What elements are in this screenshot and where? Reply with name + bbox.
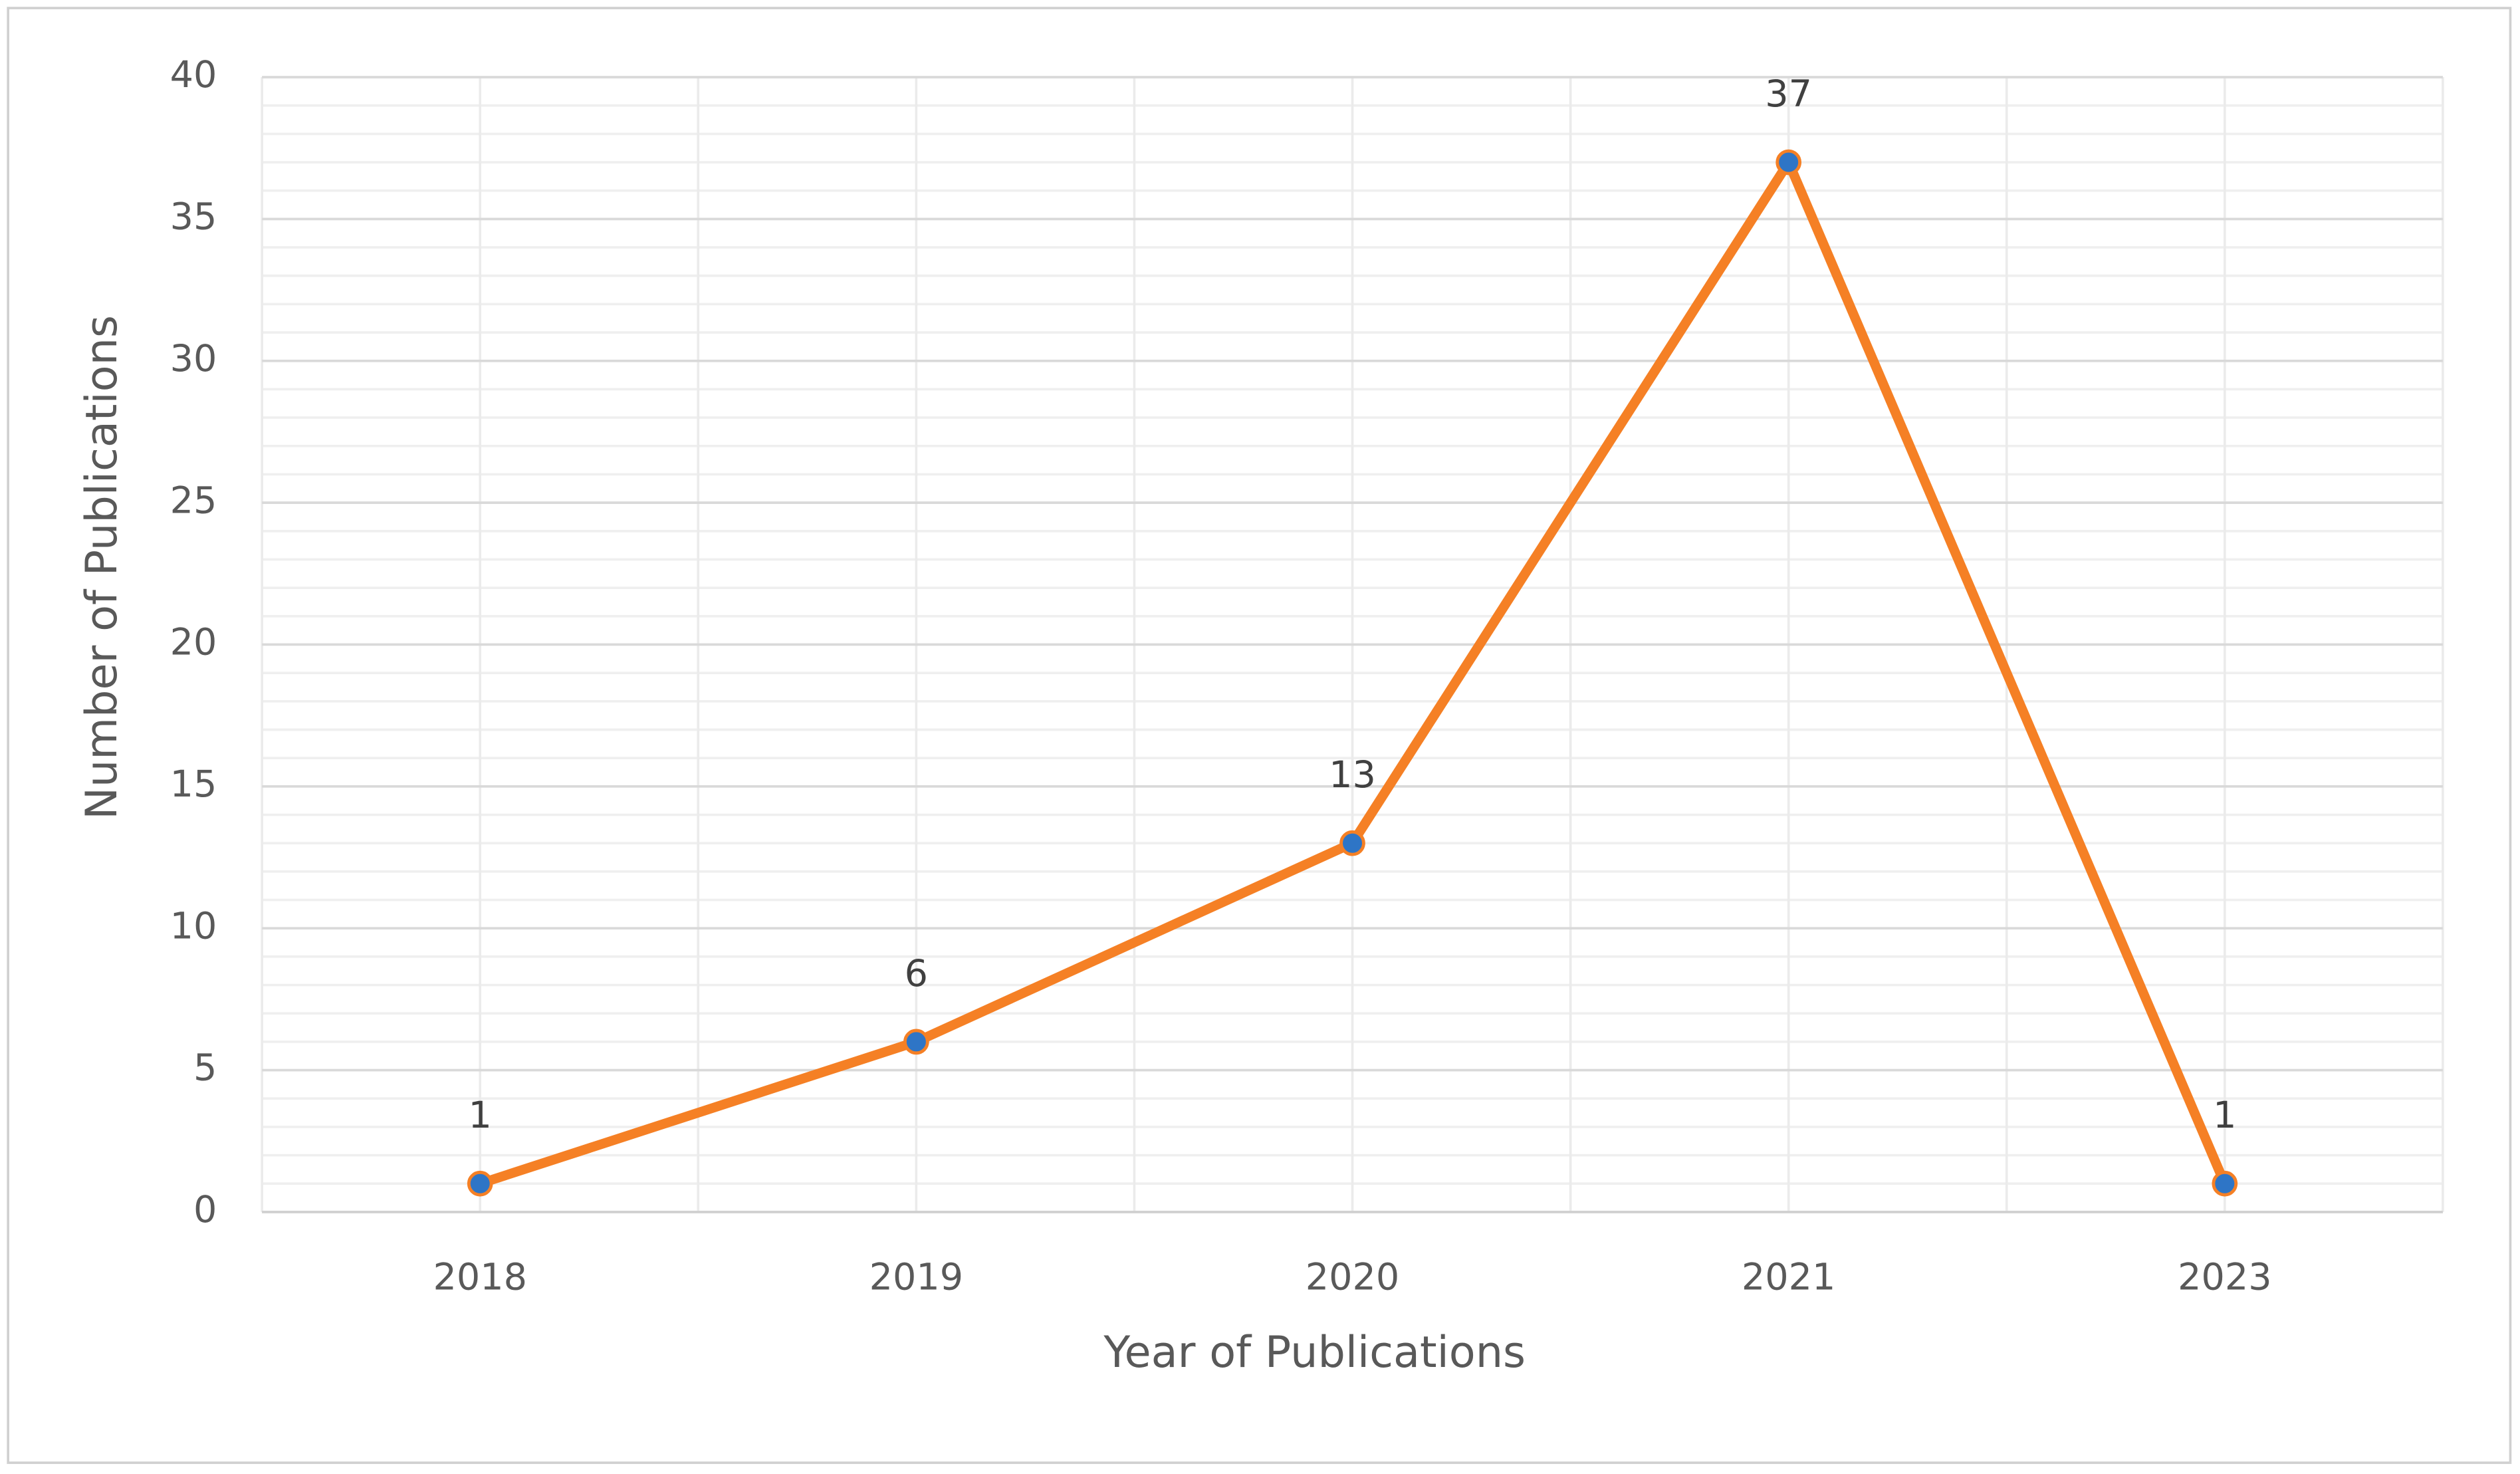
- data-label: 13: [1329, 753, 1376, 797]
- data-point: [467, 1170, 493, 1197]
- y-tick-label: 35: [170, 195, 217, 239]
- plot: 1 6 13 37 1: [467, 72, 2238, 1197]
- x-tick-label: 2020: [1306, 1256, 1399, 1299]
- data-label: 1: [469, 1094, 492, 1137]
- y-tick-label: 20: [170, 621, 217, 664]
- x-tick-label: 2021: [1742, 1256, 1835, 1299]
- x-tick-label: 2019: [869, 1256, 963, 1299]
- y-tick-label: 40: [170, 53, 217, 96]
- chart-frame: [7, 7, 2512, 1464]
- data-point: [2212, 1170, 2238, 1197]
- y-tick-label: 10: [170, 904, 217, 947]
- data-point: [1339, 830, 1365, 856]
- y-axis-title: Number of Publications: [76, 315, 127, 820]
- data-label: 1: [2213, 1094, 2236, 1137]
- data-point: [903, 1029, 929, 1055]
- data-label: 6: [905, 952, 928, 995]
- y-tick-label: 25: [170, 479, 217, 522]
- y-tick-label: 5: [193, 1046, 217, 1090]
- data-point: [1775, 149, 1802, 176]
- y-tick-label: 15: [170, 763, 217, 806]
- x-tick-label: 2018: [433, 1256, 526, 1299]
- x-axis-title: Year of Publications: [1103, 1327, 1526, 1378]
- data-label: 37: [1765, 72, 1812, 116]
- x-tick-label: 2023: [2178, 1256, 2271, 1299]
- y-tick-label: 30: [170, 337, 217, 380]
- y-tick-label: 0: [193, 1188, 217, 1231]
